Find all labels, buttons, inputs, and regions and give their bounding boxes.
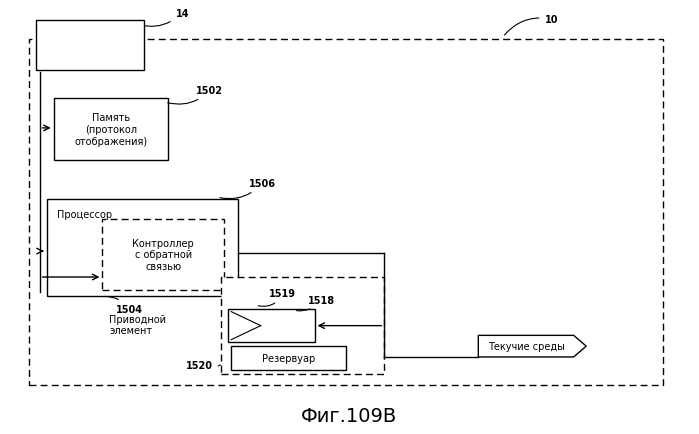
Text: 1506: 1506 xyxy=(220,179,275,199)
Text: Текучие среды: Текучие среды xyxy=(488,342,564,352)
FancyBboxPatch shape xyxy=(54,99,168,161)
Text: 1519: 1519 xyxy=(258,289,296,306)
Text: Резервуар: Резервуар xyxy=(262,353,315,363)
FancyBboxPatch shape xyxy=(102,219,224,290)
Text: Память
(протокол
отображения): Память (протокол отображения) xyxy=(75,113,147,146)
FancyBboxPatch shape xyxy=(29,40,663,385)
Text: 1520: 1520 xyxy=(186,360,220,370)
Text: 10: 10 xyxy=(505,15,558,36)
Text: Контроллер
с обратной
связью: Контроллер с обратной связью xyxy=(132,238,194,271)
Text: Приводной
элемент: Приводной элемент xyxy=(109,314,166,335)
FancyBboxPatch shape xyxy=(47,200,238,297)
Text: 1504: 1504 xyxy=(105,297,143,314)
Text: Процессор: Процессор xyxy=(57,209,113,219)
FancyBboxPatch shape xyxy=(231,346,346,370)
FancyBboxPatch shape xyxy=(36,21,144,70)
FancyBboxPatch shape xyxy=(228,310,315,342)
Text: Фиг.109В: Фиг.109В xyxy=(301,406,398,425)
Text: Внешний
пользовательский
интерфейс: Внешний пользовательский интерфейс xyxy=(43,29,138,62)
Text: 14: 14 xyxy=(140,9,189,27)
Polygon shape xyxy=(478,335,586,357)
Text: 1518: 1518 xyxy=(296,295,335,311)
Text: 1502: 1502 xyxy=(168,86,224,105)
FancyBboxPatch shape xyxy=(221,277,384,375)
